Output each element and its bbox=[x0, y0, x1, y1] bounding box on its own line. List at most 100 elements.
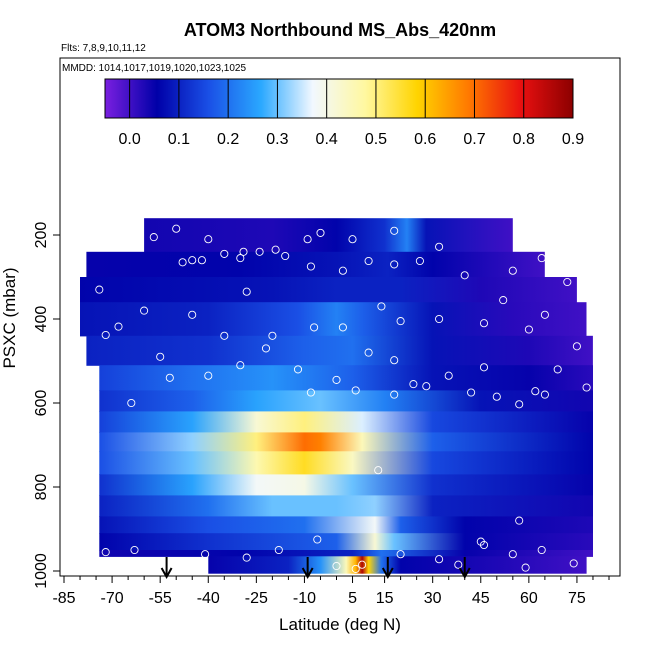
y-tick-label: 800 bbox=[33, 474, 50, 501]
heatmap-band bbox=[80, 302, 587, 337]
x-tick-label: -40 bbox=[197, 590, 220, 607]
colorbar-tick-label: 0.7 bbox=[463, 131, 485, 148]
sample-point bbox=[313, 535, 322, 544]
sample-point bbox=[396, 317, 405, 326]
sample-point bbox=[69, 287, 78, 296]
sample-point bbox=[390, 226, 399, 235]
sample-point bbox=[172, 224, 181, 233]
sample-point bbox=[390, 260, 399, 269]
heatmap-band bbox=[99, 550, 594, 557]
sample-point bbox=[140, 306, 149, 315]
sample-point bbox=[293, 365, 303, 374]
colorbar: 0.0 0.1 0.2 0.3 0.4 0.5 0.6 0.7 0.8 0.9 bbox=[104, 78, 584, 148]
sample-point bbox=[377, 302, 386, 311]
sample-point bbox=[409, 380, 418, 389]
colorbar-tick-label: 0.0 bbox=[119, 131, 141, 148]
heatmap-band bbox=[99, 516, 594, 534]
sample-point bbox=[358, 560, 367, 569]
heatmap-band bbox=[99, 411, 594, 433]
sample-point bbox=[261, 344, 271, 353]
sample-point bbox=[521, 563, 530, 572]
sample-point bbox=[508, 266, 517, 275]
sample-point bbox=[531, 387, 540, 396]
sample-point bbox=[255, 247, 264, 256]
heatmap-band bbox=[99, 432, 594, 452]
sample-point bbox=[149, 233, 158, 242]
sample-point bbox=[553, 365, 562, 374]
sample-point bbox=[390, 356, 399, 365]
heatmap-band bbox=[99, 365, 594, 391]
sample-point bbox=[303, 235, 312, 244]
latitude-arrow bbox=[160, 557, 173, 580]
heatmap-band bbox=[86, 251, 545, 278]
sample-point bbox=[242, 287, 251, 296]
sample-point bbox=[569, 559, 578, 568]
heatmap-band bbox=[99, 474, 594, 496]
x-tick-label: 15 bbox=[376, 590, 394, 607]
x-tick-label: 60 bbox=[520, 590, 538, 607]
sample-point bbox=[274, 545, 283, 555]
sample-point bbox=[271, 245, 280, 254]
sample-point bbox=[281, 251, 290, 261]
x-tick-label: -10 bbox=[293, 590, 316, 607]
sample-point bbox=[130, 545, 139, 555]
latitude-arrows bbox=[160, 557, 471, 580]
sample-point bbox=[396, 550, 405, 559]
x-axis: -85 -70 -55 -40 -25 -10 5 15 30 45 60 75 bbox=[52, 576, 610, 607]
y-tick-label: 200 bbox=[33, 222, 50, 249]
sample-point bbox=[479, 319, 489, 328]
sample-point bbox=[444, 371, 453, 380]
sample-point bbox=[79, 386, 88, 395]
colorbar-tick-label: 0.6 bbox=[414, 131, 436, 148]
x-tick-label: -70 bbox=[101, 590, 124, 607]
sample-point bbox=[310, 323, 319, 332]
sample-point bbox=[415, 256, 424, 266]
colorbar-gradient bbox=[104, 78, 574, 119]
heatmap-band bbox=[86, 335, 593, 366]
sample-point bbox=[201, 550, 210, 559]
sample-point bbox=[364, 348, 373, 357]
sample-point bbox=[236, 254, 245, 263]
sample-point bbox=[242, 553, 251, 562]
sample-point bbox=[467, 388, 476, 397]
x-tick-label: -25 bbox=[245, 590, 268, 607]
sample-point bbox=[178, 258, 187, 267]
sample-point bbox=[338, 323, 347, 332]
x-tick-label: 5 bbox=[348, 590, 357, 607]
sample-point bbox=[499, 296, 508, 305]
sample-point bbox=[572, 342, 581, 351]
sample-point bbox=[479, 363, 489, 372]
sample-point bbox=[460, 271, 469, 280]
sample-point bbox=[515, 400, 524, 409]
sample-point bbox=[537, 545, 546, 555]
sample-point bbox=[204, 235, 213, 244]
latitude-arrow bbox=[301, 557, 314, 580]
plot-frame bbox=[59, 57, 621, 577]
sample-points bbox=[69, 224, 591, 573]
y-axis: 200 400 600 800 1000 bbox=[33, 222, 60, 589]
heatmap-bands bbox=[80, 218, 594, 574]
sample-point bbox=[85, 235, 94, 245]
x-tick-label: 75 bbox=[568, 590, 586, 607]
sample-point bbox=[492, 392, 501, 401]
sample-point bbox=[332, 375, 341, 384]
sample-point bbox=[332, 561, 341, 571]
sample-point bbox=[515, 516, 524, 525]
sample-point bbox=[101, 548, 110, 557]
sample-point bbox=[476, 537, 485, 546]
sample-point bbox=[204, 371, 213, 380]
sample-point bbox=[454, 560, 463, 569]
sample-point bbox=[422, 382, 431, 391]
heatmap-band bbox=[99, 495, 594, 517]
sample-point bbox=[239, 247, 248, 256]
sample-point bbox=[348, 235, 357, 244]
x-tick-label: -85 bbox=[52, 590, 75, 607]
sample-point bbox=[306, 262, 315, 271]
colorbar-tick-label: 0.5 bbox=[365, 131, 387, 148]
sample-point bbox=[582, 383, 591, 392]
colorbar-tick-label: 0.8 bbox=[513, 131, 535, 148]
sample-point bbox=[306, 388, 315, 397]
colorbar-tick-label: 0.2 bbox=[217, 131, 239, 148]
sample-point bbox=[188, 310, 197, 319]
heatmap-band bbox=[99, 390, 594, 412]
